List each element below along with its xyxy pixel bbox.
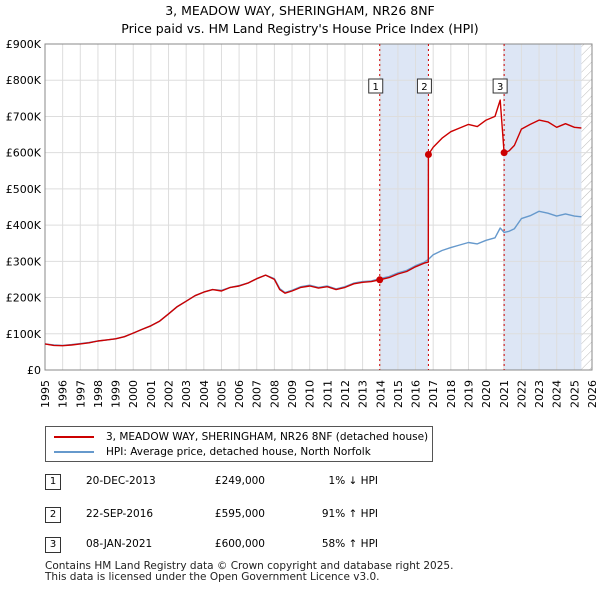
- y-tick-label: £400K: [6, 219, 42, 232]
- transaction-date: 08-JAN-2021: [86, 538, 153, 550]
- x-tick-label: 2000: [127, 380, 140, 408]
- y-tick-label: £900K: [6, 38, 42, 51]
- transaction-price: £595,000: [214, 508, 265, 520]
- sale-marker-label: 2: [421, 82, 427, 93]
- sale-point: [500, 149, 508, 157]
- x-tick-label: 2010: [304, 380, 317, 408]
- x-tick-label: 2008: [268, 380, 281, 408]
- transaction-date: 20-DEC-2013: [86, 475, 156, 487]
- x-tick-label: 1996: [57, 380, 70, 408]
- y-tick-label: £800K: [6, 74, 42, 87]
- sale-marker-label: 3: [497, 82, 503, 93]
- y-tick-label: £100K: [6, 328, 42, 341]
- hpi-line: [44, 210, 582, 347]
- sale-marker-box: [492, 78, 508, 94]
- shaded-period: [504, 44, 582, 370]
- x-tick-label: 1997: [74, 380, 87, 408]
- x-tick-label: 2024: [551, 380, 564, 408]
- x-tick-label: 2014: [374, 380, 387, 408]
- chart-title: 3, MEADOW WAY, SHERINGHAM, NR26 8NF: [165, 3, 435, 18]
- x-tick-label: 2001: [145, 380, 158, 408]
- shaded-period: [379, 44, 429, 370]
- legend-item-hpi: HPI: Average price, detached house, Nort…: [54, 445, 371, 459]
- y-tick-label: £500K: [6, 183, 42, 196]
- transaction-number: 1: [45, 474, 61, 490]
- legend-swatch-property: [54, 436, 94, 438]
- x-tick-label: 2021: [498, 380, 511, 408]
- x-tick-label: 2011: [321, 380, 334, 408]
- x-tick-label: 2009: [286, 380, 299, 408]
- sale-point: [424, 150, 432, 158]
- sale-marker-box: [368, 78, 384, 94]
- x-tick-label: 1999: [110, 380, 123, 408]
- x-tick-label: 2020: [480, 380, 493, 408]
- sale-marker-label: 1: [373, 82, 379, 93]
- x-tick-label: 2012: [339, 380, 352, 408]
- x-tick-label: 2013: [357, 380, 370, 408]
- x-tick-label: 2026: [586, 380, 599, 408]
- x-tick-label: 2016: [410, 380, 423, 408]
- sale-marker-box: [416, 78, 432, 94]
- x-tick-label: 2023: [533, 380, 546, 408]
- y-tick-label: £700K: [6, 110, 42, 123]
- legend-swatch-hpi: [54, 451, 94, 453]
- x-tick-label: 2019: [462, 380, 475, 408]
- y-tick-label: £200K: [6, 292, 42, 305]
- sale-point: [376, 276, 384, 284]
- x-tick-label: 1995: [39, 380, 52, 408]
- x-tick-label: 2015: [392, 380, 405, 408]
- legend-label-hpi: HPI: Average price, detached house, Nort…: [106, 446, 371, 458]
- legend-item-property: 3, MEADOW WAY, SHERINGHAM, NR26 8NF (det…: [54, 430, 428, 444]
- footer-copyright: Contains HM Land Registry data © Crown c…: [45, 560, 454, 572]
- x-tick-label: 2003: [180, 380, 193, 408]
- x-tick-label: 2025: [568, 380, 581, 408]
- x-tick-label: 2018: [445, 380, 458, 408]
- y-tick-label: £300K: [6, 255, 42, 268]
- property-price-line: [44, 99, 582, 347]
- footer-licence: This data is licensed under the Open Gov…: [45, 571, 380, 583]
- transaction-hpi-change: 91% ↑ HPI: [321, 508, 378, 520]
- x-tick-label: 2004: [198, 380, 211, 408]
- x-tick-label: 2002: [163, 380, 176, 408]
- x-tick-label: 2017: [427, 380, 440, 408]
- transaction-date: 22-SEP-2016: [86, 508, 154, 520]
- transaction-hpi-change: 1% ↓ HPI: [328, 475, 378, 487]
- x-tick-label: 2022: [515, 380, 528, 408]
- transaction-number: 3: [45, 537, 61, 553]
- legend: 3, MEADOW WAY, SHERINGHAM, NR26 8NF (det…: [45, 426, 433, 462]
- y-tick-label: £600K: [6, 147, 42, 160]
- x-tick-label: 2005: [215, 380, 228, 408]
- legend-label-property: 3, MEADOW WAY, SHERINGHAM, NR26 8NF (det…: [106, 431, 429, 443]
- price-chart: £0 £100K £200K £300K £400K £500K £600K £700K £80…: [6, 38, 599, 408]
- x-tick-label: 2006: [233, 380, 246, 408]
- transaction-hpi-change: 58% ↑ HPI: [321, 538, 378, 550]
- plot-border: [44, 43, 593, 371]
- x-tick-label: 2007: [251, 380, 264, 408]
- y-tick-label: £0: [27, 364, 41, 377]
- x-tick-label: 1998: [92, 380, 105, 408]
- transaction-number: 2: [45, 507, 61, 523]
- hatched-area: [581, 44, 592, 370]
- transaction-price: £600,000: [214, 538, 265, 550]
- transaction-price: £249,000: [214, 475, 265, 487]
- chart-subtitle: Price paid vs. HM Land Registry's House …: [121, 21, 479, 36]
